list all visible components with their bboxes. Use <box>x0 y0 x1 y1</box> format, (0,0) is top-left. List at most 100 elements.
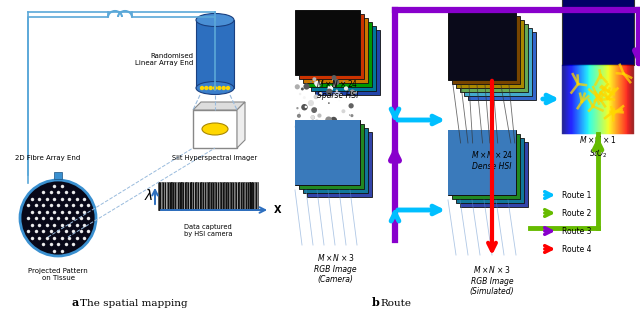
Text: Route 2: Route 2 <box>562 209 591 218</box>
FancyBboxPatch shape <box>562 0 634 65</box>
Circle shape <box>200 86 204 90</box>
Ellipse shape <box>196 14 234 26</box>
Text: Randomised
Linear Array End: Randomised Linear Array End <box>135 54 193 67</box>
Circle shape <box>349 90 355 95</box>
Text: Projected Pattern
on Tissue: Projected Pattern on Tissue <box>28 268 88 281</box>
Circle shape <box>355 91 357 94</box>
Text: Route 1: Route 1 <box>562 191 591 200</box>
Circle shape <box>349 103 354 108</box>
Circle shape <box>317 133 322 137</box>
FancyBboxPatch shape <box>468 32 536 100</box>
FancyBboxPatch shape <box>311 26 376 91</box>
Circle shape <box>305 106 307 108</box>
FancyBboxPatch shape <box>307 22 372 87</box>
FancyBboxPatch shape <box>303 18 368 83</box>
Circle shape <box>212 86 217 90</box>
Circle shape <box>294 124 300 130</box>
Circle shape <box>308 100 314 106</box>
Circle shape <box>310 81 312 83</box>
Circle shape <box>351 123 357 129</box>
Text: The spatial mapping: The spatial mapping <box>80 299 188 308</box>
FancyBboxPatch shape <box>193 110 237 148</box>
FancyBboxPatch shape <box>460 142 528 207</box>
Circle shape <box>346 131 347 132</box>
Circle shape <box>310 115 315 119</box>
Text: b: b <box>372 298 380 308</box>
Circle shape <box>296 107 299 109</box>
Circle shape <box>327 90 329 92</box>
Circle shape <box>314 81 317 85</box>
Polygon shape <box>193 102 245 110</box>
Circle shape <box>317 113 321 118</box>
Circle shape <box>333 84 336 87</box>
Text: Route: Route <box>380 299 411 308</box>
Text: $M \times N \times 24$
Sparse HSI: $M \times N \times 24$ Sparse HSI <box>316 78 358 100</box>
Circle shape <box>314 119 320 126</box>
Circle shape <box>335 121 340 126</box>
Circle shape <box>301 87 304 91</box>
Circle shape <box>351 128 358 135</box>
Circle shape <box>330 117 337 124</box>
FancyBboxPatch shape <box>456 20 524 88</box>
FancyBboxPatch shape <box>448 130 516 195</box>
FancyBboxPatch shape <box>158 182 258 210</box>
FancyBboxPatch shape <box>299 14 364 79</box>
Circle shape <box>332 79 334 81</box>
Circle shape <box>328 86 333 91</box>
Circle shape <box>209 86 213 90</box>
Text: Data captured
by HSI camera: Data captured by HSI camera <box>184 224 232 237</box>
Ellipse shape <box>196 82 234 95</box>
Text: $M \times N \times 1$
$StO_2$: $M \times N \times 1$ $StO_2$ <box>579 134 616 160</box>
Circle shape <box>349 114 350 116</box>
Circle shape <box>226 86 230 90</box>
Text: $M \times N \times 3$
RGB Image
(Simulated): $M \times N \times 3$ RGB Image (Simulat… <box>470 264 515 296</box>
FancyBboxPatch shape <box>460 24 528 92</box>
Text: $M \times N \times 24$
Dense HSI: $M \times N \times 24$ Dense HSI <box>471 149 513 171</box>
FancyBboxPatch shape <box>299 124 364 189</box>
FancyBboxPatch shape <box>452 16 520 84</box>
Circle shape <box>301 104 308 110</box>
Text: Route 4: Route 4 <box>562 245 591 254</box>
Circle shape <box>303 83 310 90</box>
Circle shape <box>338 100 340 101</box>
Circle shape <box>299 93 301 95</box>
Text: $M \times N \times 3$
RGB Image
(Camera): $M \times N \times 3$ RGB Image (Camera) <box>314 252 357 284</box>
Circle shape <box>347 89 349 91</box>
Circle shape <box>343 81 345 82</box>
Circle shape <box>319 92 323 95</box>
Circle shape <box>323 123 327 127</box>
Text: a: a <box>72 298 79 308</box>
Circle shape <box>344 86 348 91</box>
Text: Slit Hyperspectral Imager: Slit Hyperspectral Imager <box>172 155 257 161</box>
Text: $\lambda$: $\lambda$ <box>144 188 154 203</box>
FancyBboxPatch shape <box>295 10 360 75</box>
FancyBboxPatch shape <box>456 138 524 203</box>
FancyBboxPatch shape <box>54 172 62 179</box>
Circle shape <box>297 114 301 118</box>
Circle shape <box>312 77 316 81</box>
Circle shape <box>335 90 338 92</box>
Circle shape <box>350 114 353 117</box>
Circle shape <box>314 108 317 110</box>
FancyBboxPatch shape <box>452 134 520 199</box>
Circle shape <box>300 136 303 138</box>
FancyBboxPatch shape <box>307 132 372 197</box>
Circle shape <box>298 132 304 138</box>
Text: Route 3: Route 3 <box>562 227 591 236</box>
FancyBboxPatch shape <box>464 28 532 96</box>
FancyBboxPatch shape <box>315 30 380 95</box>
Ellipse shape <box>202 123 228 135</box>
Circle shape <box>311 107 317 113</box>
Circle shape <box>339 129 344 135</box>
Circle shape <box>295 84 300 89</box>
FancyBboxPatch shape <box>295 120 360 185</box>
Circle shape <box>301 127 303 129</box>
FancyBboxPatch shape <box>295 120 360 185</box>
Polygon shape <box>237 102 245 148</box>
Circle shape <box>303 96 306 99</box>
FancyBboxPatch shape <box>196 20 234 88</box>
Circle shape <box>332 75 337 80</box>
Circle shape <box>333 79 339 85</box>
Circle shape <box>221 86 226 90</box>
Circle shape <box>315 81 321 87</box>
